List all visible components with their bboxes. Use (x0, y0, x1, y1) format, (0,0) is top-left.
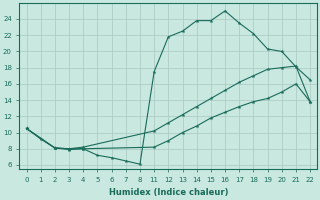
X-axis label: Humidex (Indice chaleur): Humidex (Indice chaleur) (108, 188, 228, 197)
